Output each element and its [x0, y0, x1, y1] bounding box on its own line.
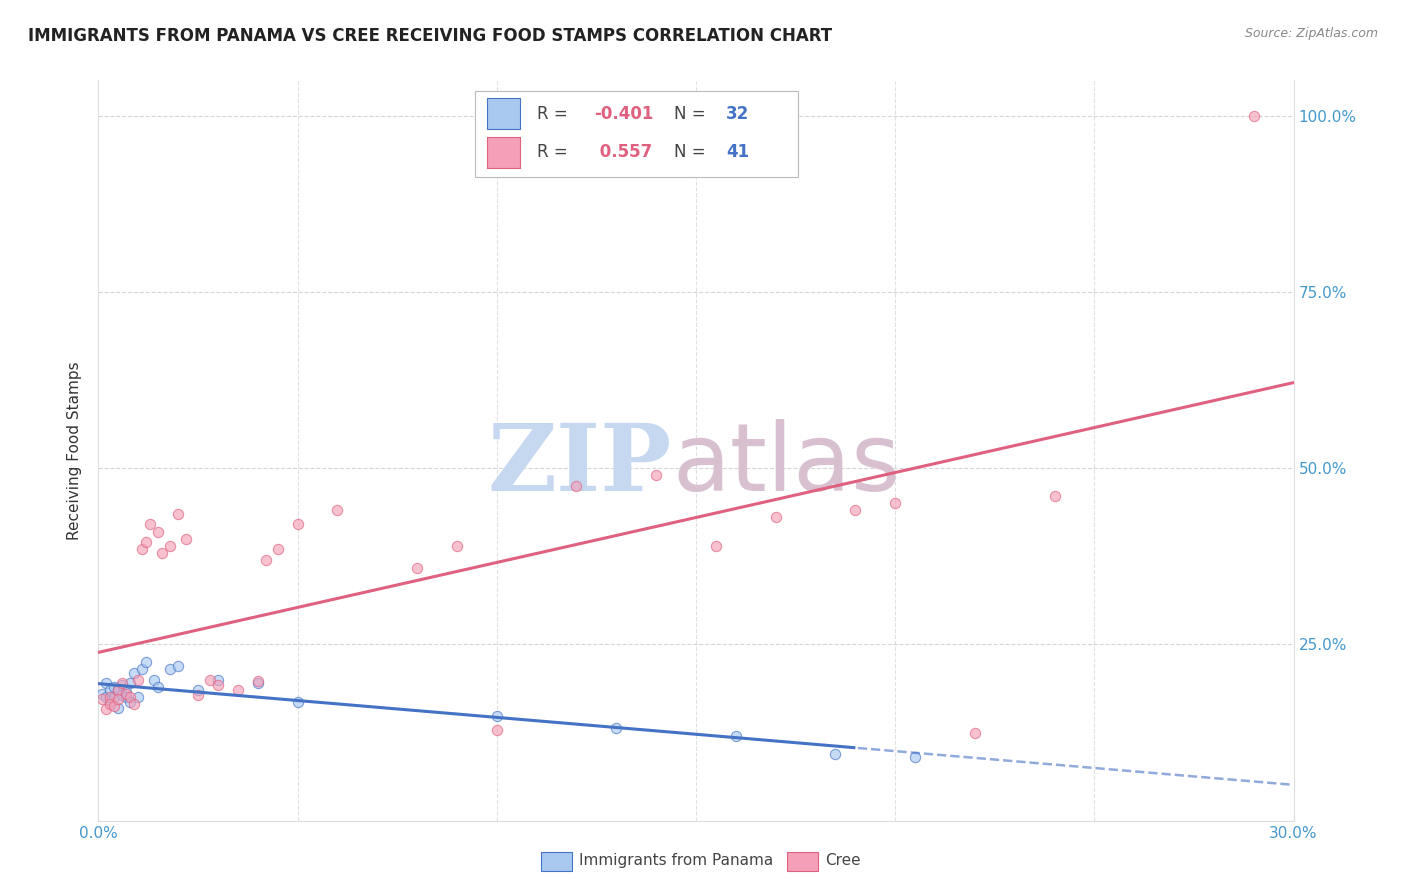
Point — [127, 673, 149, 687]
Point — [187, 683, 209, 698]
Point — [724, 729, 747, 743]
Point — [963, 725, 986, 739]
Point — [159, 539, 181, 553]
Point — [103, 680, 125, 694]
Point — [111, 678, 134, 692]
Point — [207, 673, 229, 687]
Point — [844, 503, 866, 517]
Point — [1043, 489, 1066, 503]
Point — [124, 665, 146, 680]
Point — [135, 655, 157, 669]
Point — [904, 750, 927, 764]
Point — [824, 747, 846, 761]
Bar — [486, 98, 520, 129]
Point — [254, 553, 277, 567]
Point — [485, 709, 508, 723]
Point — [246, 676, 269, 690]
Point — [246, 673, 269, 688]
Point — [645, 468, 668, 483]
Point — [884, 496, 907, 510]
Point — [115, 690, 138, 705]
Point — [91, 687, 114, 701]
Point — [207, 678, 229, 692]
Text: atlas: atlas — [672, 419, 900, 511]
Point — [406, 561, 429, 575]
Point — [120, 695, 142, 709]
Text: 41: 41 — [725, 143, 749, 161]
Text: -0.401: -0.401 — [595, 104, 654, 122]
Point — [98, 690, 122, 705]
Text: R =: R = — [537, 143, 574, 161]
Text: Cree: Cree — [825, 854, 860, 868]
Text: N =: N = — [675, 143, 711, 161]
Point — [287, 517, 309, 532]
Point — [198, 673, 221, 687]
Point — [1243, 109, 1265, 123]
Bar — [486, 136, 520, 168]
Point — [143, 673, 166, 687]
Point — [565, 479, 588, 493]
Point — [485, 723, 508, 738]
Point — [326, 503, 349, 517]
Point — [107, 683, 129, 698]
Point — [96, 690, 118, 705]
Point — [159, 662, 181, 676]
Point — [765, 510, 787, 524]
Point — [148, 680, 170, 694]
Point — [98, 698, 122, 712]
Point — [174, 532, 197, 546]
Point — [115, 687, 138, 701]
Point — [187, 688, 209, 702]
Point — [103, 699, 125, 714]
Point — [103, 690, 125, 705]
Point — [267, 542, 290, 557]
Point — [446, 539, 468, 553]
Y-axis label: Receiving Food Stamps: Receiving Food Stamps — [67, 361, 83, 540]
FancyBboxPatch shape — [475, 91, 797, 177]
Text: Immigrants from Panama: Immigrants from Panama — [579, 854, 773, 868]
Point — [124, 698, 146, 712]
Text: 0.557: 0.557 — [595, 143, 652, 161]
Point — [148, 524, 170, 539]
Point — [98, 683, 122, 698]
Point — [167, 658, 190, 673]
Text: IMMIGRANTS FROM PANAMA VS CREE RECEIVING FOOD STAMPS CORRELATION CHART: IMMIGRANTS FROM PANAMA VS CREE RECEIVING… — [28, 27, 832, 45]
Point — [704, 539, 727, 553]
Point — [115, 685, 138, 699]
Text: Source: ZipAtlas.com: Source: ZipAtlas.com — [1244, 27, 1378, 40]
Point — [150, 546, 173, 560]
Text: 32: 32 — [725, 104, 749, 122]
Point — [111, 688, 134, 702]
Point — [131, 542, 153, 557]
Point — [107, 701, 129, 715]
Point — [91, 692, 114, 706]
Text: N =: N = — [675, 104, 711, 122]
Point — [139, 517, 162, 532]
Point — [135, 535, 157, 549]
Point — [167, 507, 190, 521]
Text: ZIP: ZIP — [488, 420, 672, 510]
Point — [98, 694, 122, 708]
Point — [96, 676, 118, 690]
Point — [605, 721, 627, 735]
Point — [120, 676, 142, 690]
Point — [107, 683, 129, 698]
Point — [127, 690, 149, 705]
Point — [131, 662, 153, 676]
Point — [226, 683, 249, 698]
Point — [120, 690, 142, 705]
Point — [96, 702, 118, 716]
Point — [111, 676, 134, 690]
Point — [107, 692, 129, 706]
Point — [287, 695, 309, 709]
Text: R =: R = — [537, 104, 574, 122]
